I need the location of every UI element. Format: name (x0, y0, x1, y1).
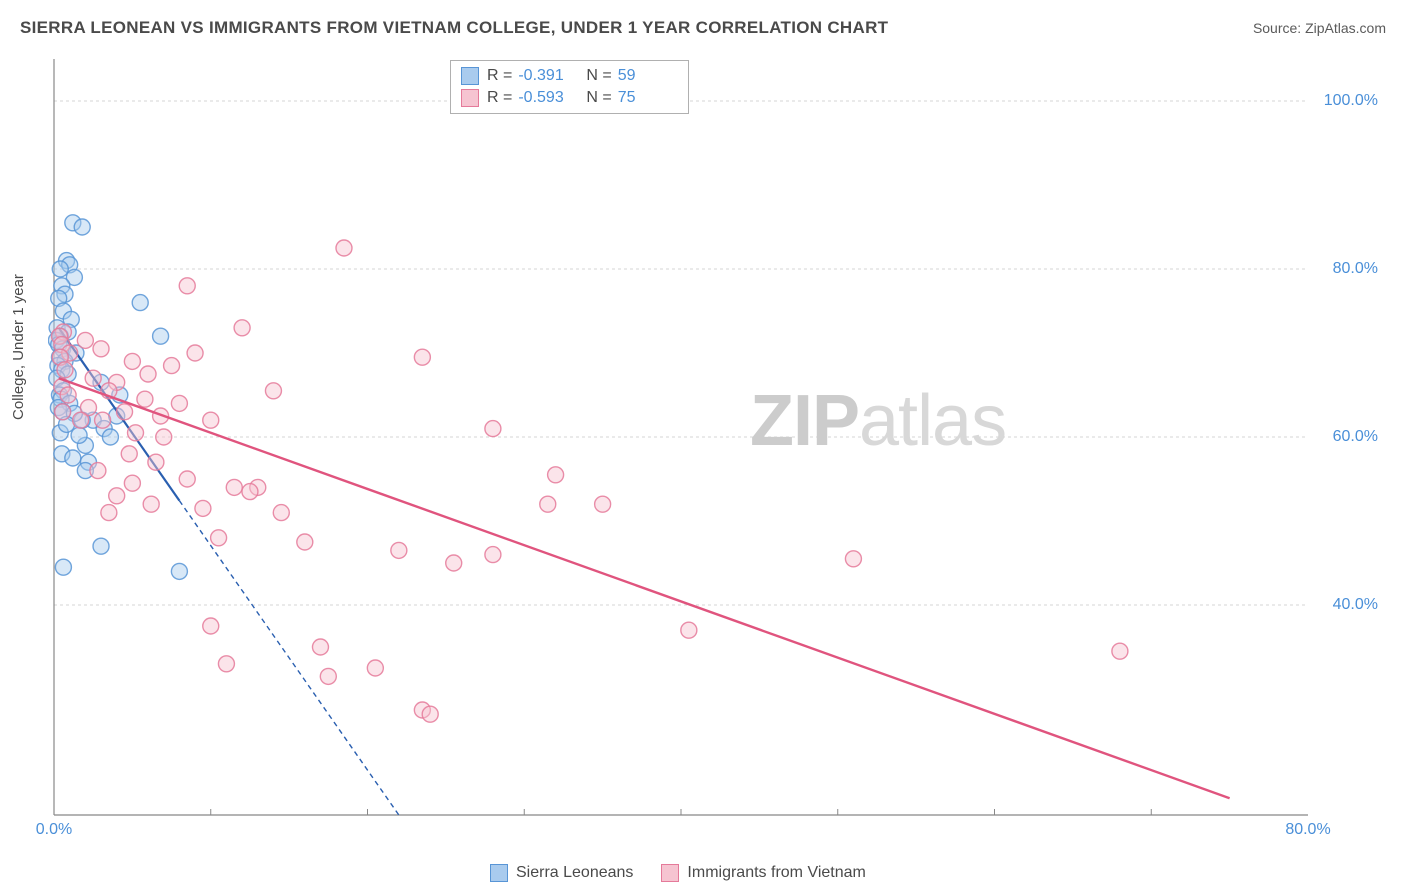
legend-item: Sierra Leoneans (490, 864, 633, 882)
legend-item: Immigrants from Vietnam (661, 864, 865, 882)
chart-title: SIERRA LEONEAN VS IMMIGRANTS FROM VIETNA… (20, 18, 888, 38)
legend-label: Immigrants from Vietnam (687, 864, 865, 882)
chart-area (48, 55, 1378, 835)
correlation-stats-box: R = -0.391 N = 59 R = -0.593 N = 75 (450, 60, 689, 114)
y-axis-label: College, Under 1 year (10, 274, 27, 420)
series-swatch (461, 67, 479, 85)
chart-source: Source: ZipAtlas.com (1253, 20, 1386, 36)
series-swatch (490, 864, 508, 882)
series-swatch (461, 89, 479, 107)
scatter-chart (48, 55, 1378, 835)
x-tick-label: 0.0% (36, 821, 72, 839)
y-tick-label: 80.0% (1333, 260, 1378, 278)
y-tick-label: 40.0% (1333, 596, 1378, 614)
y-tick-label: 100.0% (1324, 92, 1378, 110)
chart-header: SIERRA LEONEAN VS IMMIGRANTS FROM VIETNA… (20, 18, 1386, 38)
stats-row: R = -0.391 N = 59 (461, 65, 678, 87)
series-swatch (661, 864, 679, 882)
legend: Sierra Leoneans Immigrants from Vietnam (490, 864, 866, 882)
legend-label: Sierra Leoneans (516, 864, 633, 882)
stats-row: R = -0.593 N = 75 (461, 87, 678, 109)
y-tick-label: 60.0% (1333, 428, 1378, 446)
x-tick-label: 80.0% (1285, 821, 1330, 839)
